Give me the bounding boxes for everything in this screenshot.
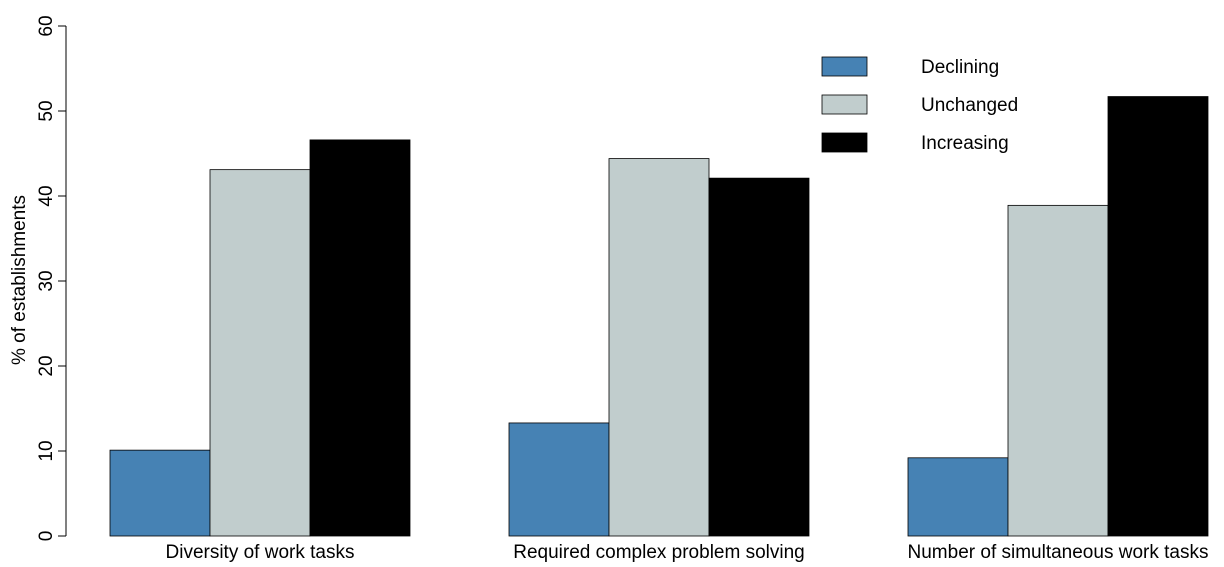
y-tick-label: 50 — [36, 100, 57, 121]
bar-unchanged-2 — [608, 158, 710, 537]
bar-unchanged-3 — [1007, 204, 1109, 537]
y-tick-label: 60 — [36, 15, 57, 36]
legend-label-increasing: Increasing — [921, 133, 1009, 154]
category-labels: Diversity of work tasks Required complex … — [166, 542, 1209, 563]
bar-declining-2 — [508, 422, 610, 537]
x-category-label: Diversity of work tasks — [166, 542, 355, 563]
x-category-label: Required complex problem solving — [513, 542, 804, 563]
bar-increasing-1 — [309, 139, 411, 537]
y-tick-label: 10 — [36, 440, 57, 461]
y-tick-label: 0 — [36, 531, 57, 542]
x-category-label: Number of simultaneous work tasks — [908, 542, 1209, 563]
y-axis-title: % of establishments — [9, 195, 30, 365]
legend-swatch-unchanged — [821, 94, 868, 115]
legend-label-unchanged: Unchanged — [921, 95, 1018, 116]
y-tick-label: 40 — [36, 185, 57, 206]
y-tick-label: 30 — [36, 270, 57, 291]
y-tick-label: 20 — [36, 355, 57, 376]
bar-increasing-3 — [1107, 96, 1209, 537]
bar-increasing-2 — [708, 177, 810, 537]
legend-swatch-declining — [821, 56, 868, 77]
legend-label-declining: Declining — [921, 57, 999, 78]
y-axis: 0 10 20 30 40 50 60 — [36, 15, 67, 542]
legend: Declining Unchanged Increasing — [821, 56, 1018, 154]
bar-declining-3 — [907, 457, 1009, 537]
bars — [109, 96, 1209, 537]
bar-unchanged-1 — [209, 169, 311, 537]
bar-declining-1 — [109, 449, 211, 537]
legend-swatch-increasing — [821, 132, 868, 153]
